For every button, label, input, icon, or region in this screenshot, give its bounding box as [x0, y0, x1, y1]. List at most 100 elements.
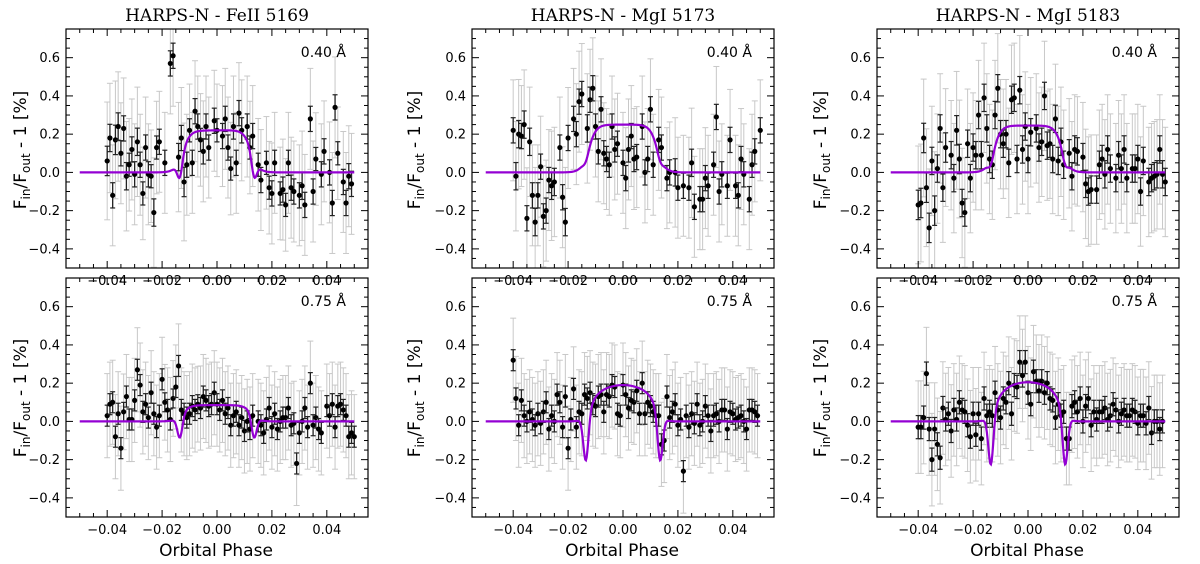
data-point	[324, 394, 330, 418]
data-marker	[315, 426, 322, 432]
data-marker	[1011, 95, 1017, 101]
data-point	[951, 163, 957, 193]
data-point	[926, 212, 932, 244]
data-point	[148, 381, 154, 404]
data-marker	[1124, 175, 1130, 181]
data-point	[598, 96, 604, 123]
data-point	[981, 386, 987, 411]
data-point	[724, 417, 730, 441]
data-marker	[532, 219, 538, 225]
data-marker	[549, 413, 555, 419]
data-point	[107, 123, 113, 153]
data-point	[967, 163, 973, 193]
data-marker	[332, 424, 338, 430]
data-point	[510, 117, 516, 144]
data-marker	[283, 202, 289, 208]
data-point	[110, 391, 116, 414]
data-point	[934, 432, 941, 457]
data-marker	[151, 209, 157, 216]
data-point	[236, 99, 242, 127]
data-marker	[321, 148, 327, 154]
data-point	[702, 164, 708, 192]
data-point	[513, 387, 519, 410]
data-point	[206, 134, 212, 161]
data-point	[521, 404, 527, 427]
data-marker	[324, 403, 330, 409]
data-marker	[689, 160, 695, 166]
data-marker	[543, 399, 549, 405]
data-point	[516, 119, 522, 149]
data-marker	[667, 414, 673, 421]
data-point	[937, 114, 943, 143]
data-marker	[148, 390, 154, 396]
data-point	[954, 115, 960, 146]
data-marker	[236, 110, 242, 116]
data-point	[222, 105, 228, 133]
data-marker	[1072, 399, 1078, 405]
data-marker	[636, 411, 643, 417]
data-marker	[669, 409, 676, 415]
data-point	[129, 408, 135, 431]
data-marker	[683, 413, 689, 419]
plot-area	[79, 323, 358, 507]
data-point	[716, 178, 722, 205]
data-marker	[217, 407, 223, 413]
data-point	[346, 163, 352, 190]
data-marker	[241, 428, 248, 434]
data-point	[986, 399, 993, 425]
data-point	[921, 122, 927, 154]
data-marker	[121, 125, 127, 132]
data-point	[719, 161, 725, 188]
panel-5: −0.04 −0.02 0.00 0.02 0.04 −0.4 −0.2 0.0 0.2 0.4 0…	[434, 277, 775, 538]
data-point	[675, 174, 681, 201]
data-marker	[203, 123, 209, 130]
x-tick-label: 0.00	[203, 523, 232, 538]
data-point	[562, 385, 568, 408]
data-marker	[269, 190, 275, 197]
data-point	[573, 120, 579, 148]
y-tick-label: −0.4	[28, 491, 60, 506]
data-point	[708, 419, 714, 443]
data-marker	[233, 409, 239, 415]
data-point	[244, 113, 250, 140]
data-marker	[700, 196, 706, 202]
data-marker	[1080, 154, 1086, 160]
data-point	[170, 42, 176, 69]
data-point	[348, 421, 355, 444]
data-point	[132, 161, 138, 188]
data-point	[549, 404, 555, 427]
data-marker	[601, 150, 607, 156]
data-point	[197, 396, 204, 420]
data-marker	[970, 144, 976, 151]
data-marker	[716, 188, 722, 195]
data-marker	[746, 196, 752, 202]
data-marker	[156, 413, 162, 419]
data-point	[741, 161, 747, 188]
data-point	[239, 117, 245, 144]
data-point	[1124, 163, 1130, 193]
model-curve	[485, 383, 761, 463]
data-point	[560, 416, 566, 439]
data-marker	[513, 395, 519, 402]
data-point	[189, 149, 195, 177]
data-point	[584, 114, 590, 143]
data-marker	[546, 426, 552, 432]
data-point	[151, 198, 157, 227]
data-marker	[970, 411, 976, 417]
data-point	[184, 151, 190, 178]
data-marker	[948, 428, 954, 434]
data-point	[934, 154, 941, 183]
y-tick-label: −0.2	[28, 453, 60, 468]
data-point	[280, 176, 286, 203]
data-marker	[1003, 131, 1009, 137]
data-point	[118, 437, 124, 460]
data-marker	[981, 395, 987, 402]
data-point	[269, 416, 275, 439]
data-point	[1118, 154, 1124, 183]
data-point	[1116, 140, 1122, 170]
data-point	[527, 127, 533, 157]
data-marker	[1028, 129, 1034, 135]
data-point	[346, 425, 352, 448]
data-point	[148, 164, 154, 189]
